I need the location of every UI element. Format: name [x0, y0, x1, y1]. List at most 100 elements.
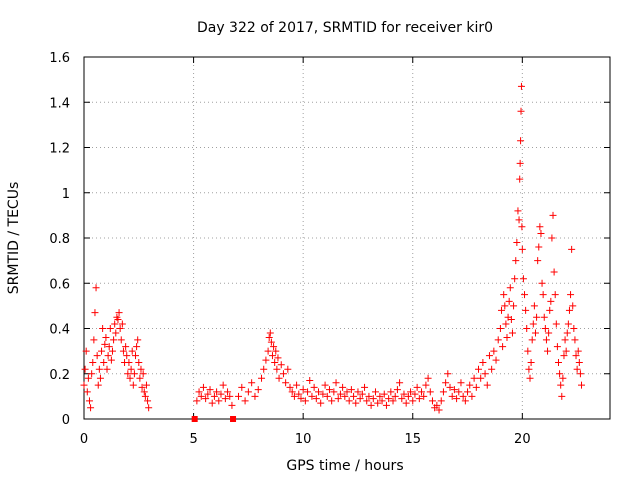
data-point — [254, 386, 262, 394]
data-point — [551, 291, 559, 299]
data-point — [506, 284, 514, 292]
x-tick-label: 5 — [189, 432, 197, 447]
data-point — [132, 352, 140, 360]
data-point — [387, 388, 395, 396]
data-point — [82, 347, 90, 355]
data-point — [98, 347, 106, 355]
data-point — [516, 175, 524, 183]
data-point — [512, 257, 520, 265]
data-point — [358, 390, 366, 398]
data-point — [391, 392, 399, 400]
data-point — [321, 381, 329, 389]
data-point — [567, 291, 575, 299]
data-point — [328, 397, 336, 405]
data-point — [286, 383, 294, 391]
data-point — [117, 336, 125, 344]
data-point — [547, 297, 555, 305]
data-point — [284, 365, 292, 373]
data-point — [517, 137, 525, 145]
data-point — [548, 234, 556, 242]
data-point — [228, 401, 236, 409]
data-point — [490, 347, 498, 355]
data-point — [94, 381, 102, 389]
data-point — [204, 390, 212, 398]
chart-title: Day 322 of 2017, SRMTID for receiver kir… — [197, 20, 493, 36]
data-point — [304, 388, 312, 396]
data-point — [325, 386, 333, 394]
data-point — [511, 275, 519, 283]
data-point — [380, 390, 388, 398]
data-point — [450, 386, 458, 394]
y-tick-label: 0.2 — [49, 368, 70, 383]
data-point — [92, 284, 100, 292]
data-point — [371, 388, 379, 396]
y-tick-label: 1.2 — [49, 142, 70, 157]
data-point — [468, 392, 476, 400]
data-point — [528, 336, 536, 344]
x-tick-label: 10 — [295, 432, 312, 447]
plot-frame — [83, 56, 611, 420]
data-point — [290, 392, 298, 400]
data-point — [293, 381, 301, 389]
data-point — [144, 397, 152, 405]
data-point — [398, 395, 406, 403]
data-point — [213, 388, 221, 396]
data-point — [235, 392, 243, 400]
data-point — [475, 365, 482, 373]
data-point — [110, 336, 118, 344]
data-point — [89, 358, 97, 366]
data-point — [126, 374, 134, 382]
data-point — [277, 361, 285, 369]
data-point — [138, 383, 146, 391]
data-point — [258, 374, 266, 382]
data-point — [266, 329, 274, 337]
data-point — [530, 302, 538, 310]
data-point — [545, 329, 553, 337]
data-point — [217, 390, 225, 398]
data-point — [561, 336, 569, 344]
grid-lines — [84, 57, 610, 419]
data-point — [442, 379, 450, 387]
data-point — [466, 381, 474, 389]
data-point — [515, 216, 523, 224]
data-point — [562, 347, 570, 355]
data-point — [407, 388, 415, 396]
data-point — [537, 229, 545, 237]
data-point — [317, 399, 325, 407]
data-point — [522, 306, 530, 314]
data-point — [517, 107, 525, 115]
data-point — [129, 381, 137, 389]
data-point — [199, 383, 207, 391]
y-tick-labels: 0 0.2 0.4 0.6 0.8 1 1.2 1.4 1.6 — [49, 51, 70, 428]
data-point — [125, 358, 133, 366]
data-point — [244, 388, 252, 396]
data-point — [112, 329, 120, 337]
data-point — [193, 397, 201, 405]
data-point — [402, 399, 410, 407]
data-point — [550, 268, 558, 276]
data-point — [389, 397, 397, 405]
data-point — [118, 320, 126, 328]
data-point — [411, 390, 419, 398]
data-point — [347, 386, 355, 394]
data-point — [127, 365, 135, 373]
data-point — [385, 395, 393, 403]
data-point — [542, 336, 550, 344]
data-point — [350, 392, 358, 400]
data-point — [576, 370, 584, 378]
data-point — [424, 374, 432, 382]
x-tick-label: 0 — [80, 432, 88, 447]
data-point — [396, 379, 404, 387]
data-point — [299, 386, 307, 394]
data-point — [107, 356, 115, 364]
data-point — [265, 334, 273, 342]
data-point — [523, 325, 531, 332]
data-point — [518, 223, 526, 231]
data-point — [563, 329, 571, 337]
data-point — [106, 325, 114, 332]
data-point — [499, 343, 507, 351]
data-point — [479, 358, 487, 366]
y-axis-label: SRMTID / TECUs — [6, 182, 22, 295]
data-point — [114, 315, 122, 323]
data-point — [354, 388, 362, 396]
